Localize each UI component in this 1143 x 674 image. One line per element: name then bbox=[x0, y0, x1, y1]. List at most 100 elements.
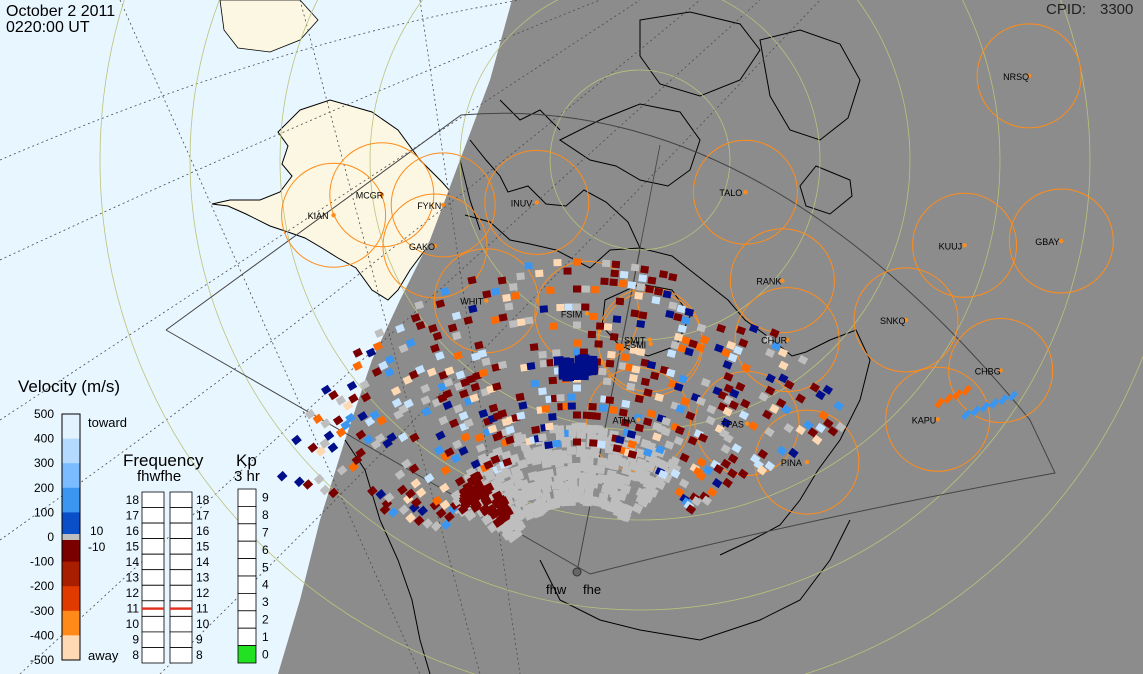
velocity-cell bbox=[660, 427, 671, 437]
velocity-cell bbox=[562, 454, 573, 464]
frequency-label-right: 17 bbox=[196, 508, 210, 522]
velocity-cell bbox=[675, 404, 686, 414]
velocity-cell bbox=[566, 446, 577, 455]
station-dot-snkq bbox=[903, 317, 909, 323]
velocity-cell bbox=[795, 393, 806, 404]
velocity-cell bbox=[639, 468, 651, 480]
station-dot-gako bbox=[432, 243, 438, 249]
station-dot-inuv bbox=[534, 200, 539, 205]
velocity-cell bbox=[668, 273, 678, 282]
velocity-cell bbox=[556, 303, 565, 312]
station-dot-fsim bbox=[584, 311, 590, 316]
frequency-box-fhe bbox=[169, 569, 193, 586]
small-positive-label: 10 bbox=[90, 524, 104, 538]
velocity-cell bbox=[435, 507, 447, 519]
velocity-cell bbox=[628, 373, 638, 383]
velocity-cell bbox=[629, 346, 639, 355]
frequency-title: Frequency bbox=[123, 451, 204, 470]
velocity-cell bbox=[453, 351, 463, 361]
kp-subtitle: 3 hr bbox=[234, 468, 260, 485]
frequency-box-fhe bbox=[169, 647, 193, 664]
velocity-cell bbox=[513, 431, 523, 441]
velocity-cell bbox=[738, 338, 749, 348]
velocity-cell bbox=[662, 290, 672, 299]
velocity-cell bbox=[490, 287, 501, 296]
velocity-cell bbox=[685, 504, 697, 515]
kp-panel: Kp 3 hr 9 8 7 6 5 4 3 2 1 0 bbox=[234, 451, 269, 664]
station-label-kuuj: KUUJ bbox=[939, 241, 963, 251]
velocity-cell bbox=[502, 293, 512, 302]
velocity-cell bbox=[442, 400, 453, 411]
velocity-cell bbox=[546, 358, 555, 367]
velocity-cell bbox=[775, 398, 787, 409]
velocity-cell bbox=[548, 376, 558, 385]
velocity-cell bbox=[488, 403, 499, 413]
station-label-mcgr: MCGR bbox=[356, 191, 384, 201]
time-label: 0220:00 UT bbox=[6, 19, 90, 36]
station-dot-kian bbox=[331, 213, 336, 218]
velocity-tick-label: 400 bbox=[34, 432, 54, 446]
velocity-cell bbox=[408, 369, 419, 380]
velocity-cell bbox=[388, 507, 399, 518]
velocity-cell bbox=[788, 447, 799, 459]
velocity-cell bbox=[433, 445, 445, 456]
velocity-cell bbox=[417, 505, 429, 517]
station-circle-kian bbox=[281, 162, 387, 268]
velocity-cell bbox=[695, 396, 707, 407]
station-label-inuv: INUV bbox=[511, 198, 533, 208]
kp-box bbox=[237, 575, 257, 594]
velocity-cell bbox=[989, 397, 1000, 409]
station-circle-chur bbox=[734, 287, 840, 393]
velocity-cell bbox=[598, 431, 608, 440]
velocity-cell bbox=[542, 477, 553, 487]
velocity-cell bbox=[669, 456, 680, 466]
velocity-cell bbox=[622, 503, 634, 515]
frequency-box-fhe bbox=[169, 522, 193, 539]
velocity-cell bbox=[654, 479, 667, 491]
radar-beam-line-fhe bbox=[576, 249, 641, 573]
velocity-cell bbox=[304, 409, 316, 420]
velocity-cell bbox=[352, 361, 363, 371]
frequency-label-right: 16 bbox=[196, 524, 210, 538]
velocity-cell bbox=[504, 302, 514, 311]
velocity-bar-segment bbox=[62, 438, 80, 464]
velocity-cell bbox=[516, 411, 526, 421]
velocity-cell bbox=[484, 504, 497, 516]
velocity-cell bbox=[803, 420, 814, 431]
velocity-cell bbox=[647, 276, 657, 285]
velocity-cell bbox=[612, 444, 622, 453]
velocity-cell bbox=[423, 473, 435, 484]
velocity-cell bbox=[961, 409, 972, 421]
velocity-bar-frame bbox=[61, 413, 81, 661]
station-label-tpas: TPAS bbox=[721, 420, 744, 430]
velocity-cell bbox=[818, 410, 829, 421]
velocity-cell bbox=[397, 432, 409, 443]
velocity-cell bbox=[664, 440, 675, 450]
velocity-cell bbox=[490, 315, 500, 325]
velocity-cell bbox=[451, 331, 462, 341]
velocity-cell bbox=[477, 453, 488, 463]
velocity-cell bbox=[414, 300, 425, 310]
velocity-cell bbox=[450, 453, 462, 464]
velocity-cell bbox=[348, 393, 359, 404]
station-label-atha: ATHA bbox=[613, 416, 636, 426]
velocity-cell bbox=[781, 404, 792, 415]
velocity-cell bbox=[463, 418, 474, 428]
kp-box bbox=[237, 523, 257, 542]
small-negative-label: -10 bbox=[88, 540, 106, 554]
velocity-cell bbox=[627, 449, 638, 459]
velocity-cell bbox=[573, 438, 581, 446]
frequency-box-fhe bbox=[169, 631, 193, 648]
station-label-smit: SMIT bbox=[624, 336, 646, 346]
velocity-tick-label: 100 bbox=[34, 505, 54, 519]
velocity-cell bbox=[620, 418, 631, 427]
cpid-value: 3300 bbox=[1100, 1, 1133, 18]
velocity-tick-label: -100 bbox=[30, 555, 54, 569]
velocity-cell bbox=[469, 492, 482, 504]
frequency-label-right: 12 bbox=[196, 586, 210, 600]
velocity-cell bbox=[642, 447, 653, 457]
frequency-box-fhw bbox=[141, 631, 165, 648]
frequency-label-right: 18 bbox=[196, 493, 210, 507]
frequency-label-left: 12 bbox=[126, 586, 140, 600]
